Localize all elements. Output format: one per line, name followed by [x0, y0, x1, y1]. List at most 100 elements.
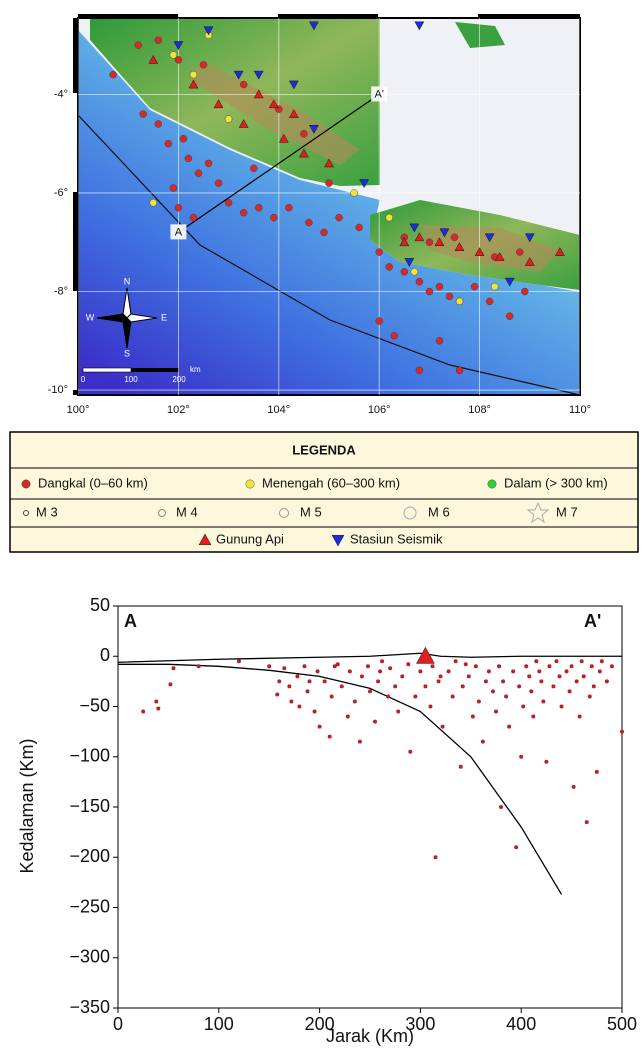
hypocenter — [547, 664, 552, 669]
marker-circle — [320, 228, 328, 237]
hypocenter — [541, 699, 546, 704]
hypocenter — [511, 669, 516, 674]
compass: N S W E — [86, 276, 167, 358]
hypocenter — [436, 679, 441, 684]
marker-circle — [375, 248, 383, 256]
hypocenter — [440, 724, 445, 729]
y-tick-label: -8° — [54, 285, 68, 297]
x-tick-label: 100° — [67, 404, 90, 416]
hypocenter — [413, 694, 418, 699]
marker-circle — [425, 287, 434, 296]
hypocenter — [609, 664, 614, 669]
marker-circle — [450, 233, 459, 242]
hypocenter — [564, 669, 569, 674]
section-label-box — [371, 86, 388, 102]
marker-circle — [154, 120, 163, 128]
x-tick-label: 500 — [607, 1014, 637, 1034]
marker-triangle — [278, 133, 289, 143]
legend-box — [9, 431, 639, 553]
hypocenter — [460, 684, 465, 689]
marker-triangle — [213, 99, 224, 109]
marker-circle — [445, 292, 454, 301]
section-label: A — [175, 226, 183, 238]
x-tick-label: 110° — [569, 404, 591, 416]
hypocenter — [295, 674, 300, 679]
marker-circle — [470, 282, 479, 291]
marker-circle — [184, 154, 193, 163]
marker-circle — [521, 287, 529, 296]
hypocenter — [534, 659, 539, 664]
marker-circle — [516, 248, 524, 256]
marker-triangle — [399, 237, 410, 247]
marker-circle — [224, 115, 233, 123]
marker-circle — [435, 282, 444, 291]
marker-triangle — [253, 89, 264, 99]
hypocenter — [574, 679, 579, 684]
hypocenter — [378, 669, 383, 674]
compass-label: S — [124, 348, 130, 358]
hypocenter — [347, 669, 352, 674]
hypocenter — [357, 739, 362, 744]
hypocenter — [352, 699, 357, 704]
marker-triangle — [494, 252, 505, 261]
legend-label: Stasiun Seismik — [350, 531, 443, 546]
scale-label: 200 — [172, 375, 186, 384]
hypocenter — [373, 719, 378, 724]
marker-circle — [490, 282, 499, 291]
hypocenter — [156, 706, 161, 711]
marker-circle — [204, 159, 213, 168]
legend-label: Menengah (60–300 km) — [262, 475, 400, 490]
y-tick-label: -10° — [48, 384, 68, 396]
marker-circle — [390, 332, 398, 340]
trench — [78, 114, 580, 395]
x-tick-label: 106° — [368, 404, 391, 416]
marker-triangle — [148, 54, 159, 64]
marker-circle — [375, 317, 383, 325]
marker-circle — [385, 213, 393, 222]
hypocenter — [275, 692, 280, 697]
hypocenter — [589, 664, 594, 669]
legend-label: M 7 — [556, 504, 578, 519]
marker-circle — [400, 268, 408, 276]
marker-circle — [174, 56, 183, 64]
marker-triangle — [188, 79, 199, 89]
hypocenter — [486, 669, 491, 674]
marker-inverted-triangle — [524, 233, 535, 243]
marker-triangle — [268, 99, 279, 109]
hypocenter — [282, 666, 287, 671]
marker-circle — [239, 80, 248, 89]
hypocenter — [557, 674, 562, 679]
hypocenter — [504, 694, 509, 699]
marker-circle — [179, 135, 188, 143]
scale-label: 0 — [81, 375, 86, 384]
marker-circle — [109, 70, 117, 79]
marker-inverted-triangle — [233, 70, 244, 80]
x-tick-label: 300 — [405, 1014, 435, 1034]
hypocenter — [317, 724, 322, 729]
marker-triangle — [324, 158, 334, 168]
hypocenter — [302, 664, 307, 669]
hypocenter — [524, 664, 529, 669]
hypocenter — [490, 689, 495, 694]
hypocenter — [446, 669, 451, 674]
marker-circle — [435, 337, 444, 345]
marker-triangle — [416, 646, 435, 664]
ocean — [78, 30, 580, 395]
hypocenter — [196, 664, 201, 669]
hypocenter — [581, 674, 586, 679]
marker-inverted-triangle — [404, 258, 415, 267]
marker-inverted-triangle — [309, 125, 319, 134]
map-layer — [78, 18, 580, 395]
y-tick-label: −50 — [79, 695, 110, 715]
hypocenter — [497, 664, 502, 669]
hypocenter — [599, 659, 604, 664]
plot-frame — [117, 605, 623, 1009]
marker-circle — [415, 277, 424, 286]
marker-triangle — [289, 109, 299, 118]
legend-label: M 6 — [428, 504, 450, 519]
x-tick-label: 200 — [305, 1014, 335, 1034]
hypocenter — [537, 669, 542, 674]
hypocenter — [406, 662, 411, 667]
marker-circle — [134, 41, 142, 49]
